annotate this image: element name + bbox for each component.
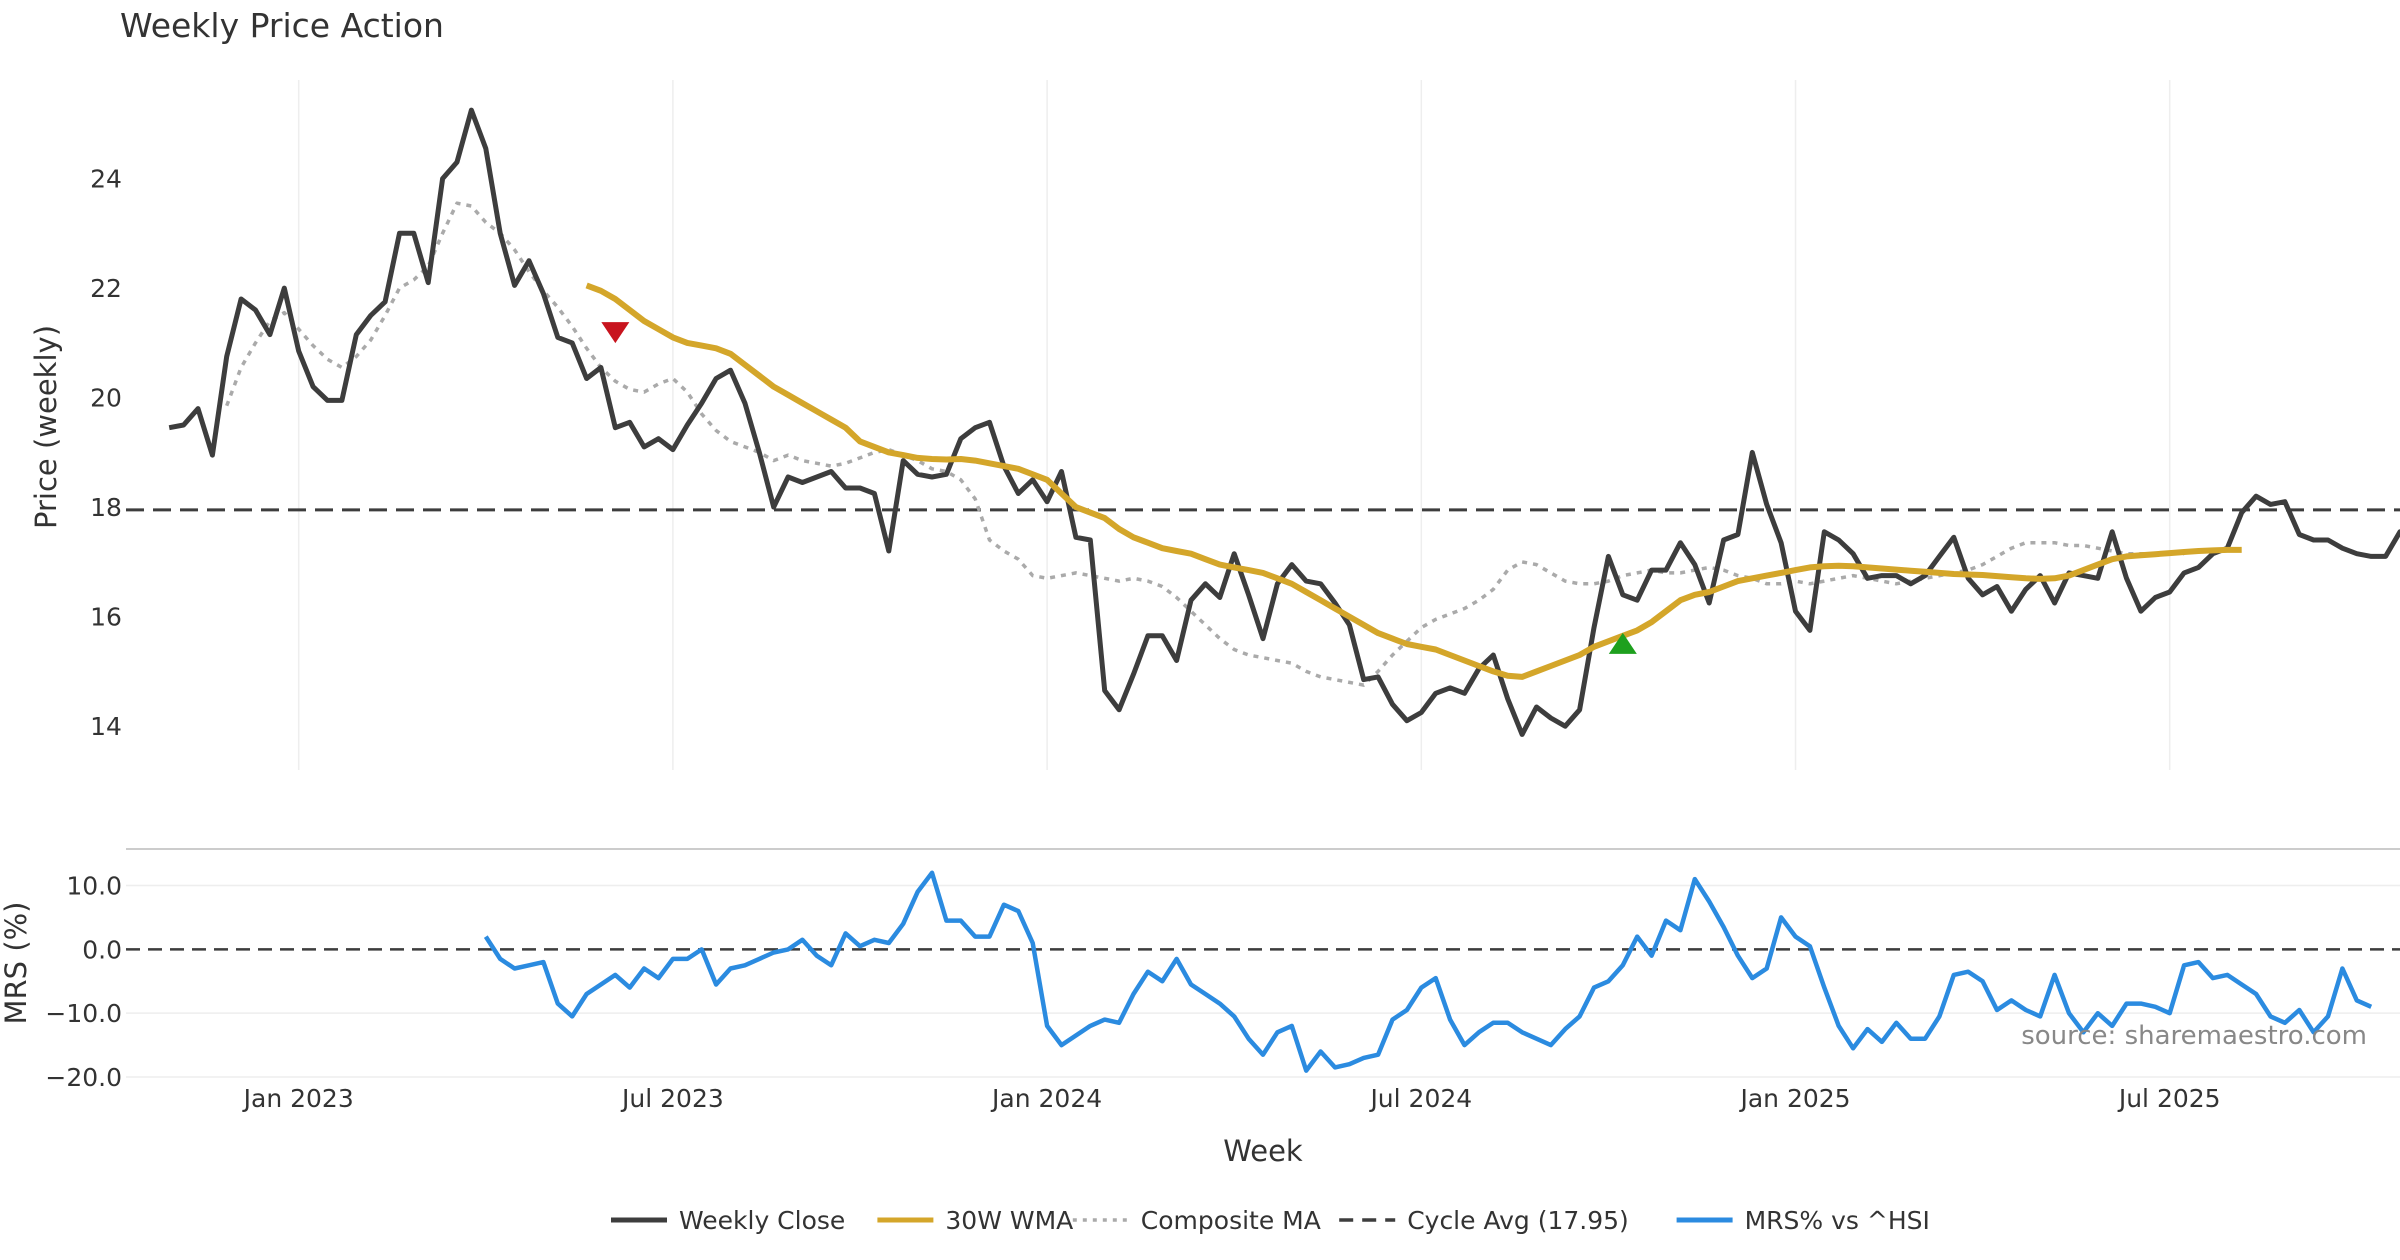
x-tick-label: Jan 2023 [242, 1084, 354, 1113]
x-tick-label: Jan 2024 [990, 1084, 1102, 1113]
legend-label: Cycle Avg (17.95) [1407, 1206, 1629, 1235]
price-y-tick-label: 24 [90, 165, 122, 194]
legend-item: Cycle Avg (17.95) [1339, 1206, 1629, 1235]
mrs-y-axis-label: MRS (%) [0, 902, 33, 1025]
x-axis-ticks: Jan 2023 Jul 2023 Jan 2024 Jul 2024 Jan 2025… [242, 1084, 2221, 1113]
mrs-y-tick-label: 10.0 [66, 872, 122, 901]
price-y-axis-label: Price (weekly) [29, 325, 63, 529]
price-y-tick-label: 20 [90, 384, 122, 413]
x-tick-label: Jul 2025 [2117, 1084, 2221, 1113]
price-y-tick-label: 18 [90, 493, 122, 522]
legend-item: Composite MA [1072, 1206, 1321, 1235]
mrs-y-ticks: 10.0 0.0 −10.0 −20.0 [45, 872, 122, 1092]
sell-signal-marker [601, 322, 630, 344]
price-chart-title: Weekly Price Action [120, 6, 444, 45]
mrs-y-tick-label: 0.0 [82, 935, 122, 964]
legend-item: Weekly Close [611, 1206, 845, 1235]
price-grid [297, 80, 2171, 770]
price-y-tick-label: 16 [90, 603, 122, 632]
x-axis-label: Week [1223, 1134, 1303, 1168]
price-panel: Weekly Price Action 14 16 18 20 22 24 Price (… [29, 6, 2400, 770]
wma-30w-line [585, 282, 2242, 680]
source-annotation: source: sharemaestro.com [2021, 1021, 2367, 1051]
weekly-close-line [168, 107, 2400, 737]
mrs-grid [126, 884, 2400, 1078]
x-tick-label: Jan 2025 [1738, 1084, 1850, 1113]
legend-label: MRS% vs ^HSI [1745, 1206, 1930, 1235]
legend-item: 30W WMA [877, 1206, 1073, 1235]
buy-signal-marker [1608, 632, 1637, 654]
price-y-ticks: 14 16 18 20 22 24 [90, 165, 122, 742]
legend-label: Composite MA [1141, 1206, 1321, 1235]
price-y-tick-label: 22 [90, 274, 122, 303]
x-tick-label: Jul 2023 [620, 1084, 724, 1113]
mrs-y-tick-label: −10.0 [45, 999, 122, 1028]
legend-label: Weekly Close [679, 1206, 845, 1235]
price-y-tick-label: 14 [90, 712, 122, 741]
x-tick-label: Jul 2024 [1368, 1084, 1472, 1113]
legend-item: MRS% vs ^HSI [1676, 1206, 1930, 1235]
mrs-line [483, 870, 2373, 1073]
mrs-panel: 10.0 0.0 −10.0 −20.0 MRS (%) source: sharem… [0, 870, 2400, 1168]
legend: Weekly Close 30W WMA Composite MA Cycle Avg… [611, 1206, 1930, 1235]
mrs-y-tick-label: −20.0 [45, 1063, 122, 1092]
legend-label: 30W WMA [945, 1206, 1073, 1235]
